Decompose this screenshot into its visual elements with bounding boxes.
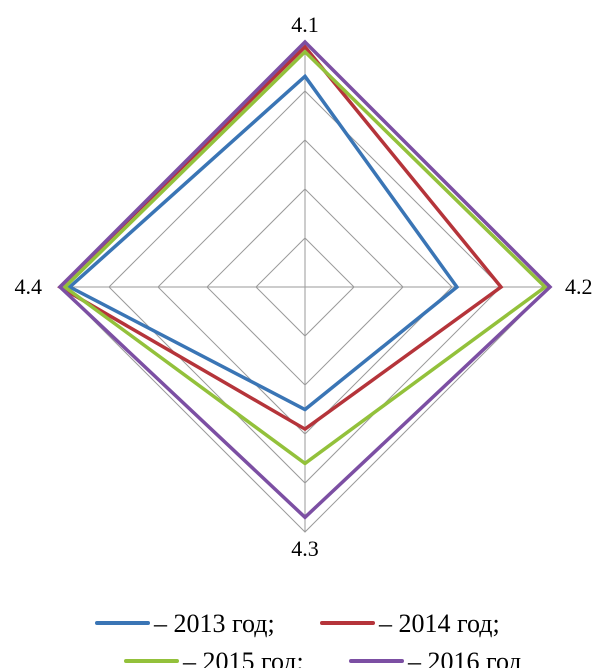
axis-label-4-1: 4.1 bbox=[291, 12, 319, 37]
legend-item-2013: – 2013 год; bbox=[95, 609, 275, 638]
legend-item-2014: – 2014 год; bbox=[320, 609, 500, 638]
series-line-2015 bbox=[62, 49, 548, 466]
grid-ring bbox=[255, 237, 355, 337]
series-line-2016 bbox=[57, 39, 553, 520]
grid-ring bbox=[108, 90, 502, 484]
axis-label-4-3: 4.3 bbox=[291, 536, 319, 561]
radar-grid bbox=[59, 41, 551, 533]
series-line-2013 bbox=[66, 73, 460, 412]
grid-ring bbox=[206, 188, 404, 386]
legend-item-2015: – 2015 год; bbox=[124, 647, 304, 668]
legend-label-2015: – 2015 год; bbox=[182, 647, 304, 668]
axis-label-4-4: 4.4 bbox=[15, 274, 43, 299]
axis-label-4-2: 4.2 bbox=[565, 274, 593, 299]
legend: – 2013 год; – 2014 год; – 2015 год; – 20… bbox=[95, 609, 522, 668]
legend-label-2013: – 2013 год; bbox=[153, 609, 275, 638]
legend-item-2016: – 2016 год bbox=[349, 647, 522, 668]
grid-ring bbox=[157, 139, 453, 435]
legend-label-2016: – 2016 год bbox=[407, 647, 522, 668]
radar-series bbox=[57, 39, 553, 520]
legend-label-2014: – 2014 год; bbox=[378, 609, 500, 638]
